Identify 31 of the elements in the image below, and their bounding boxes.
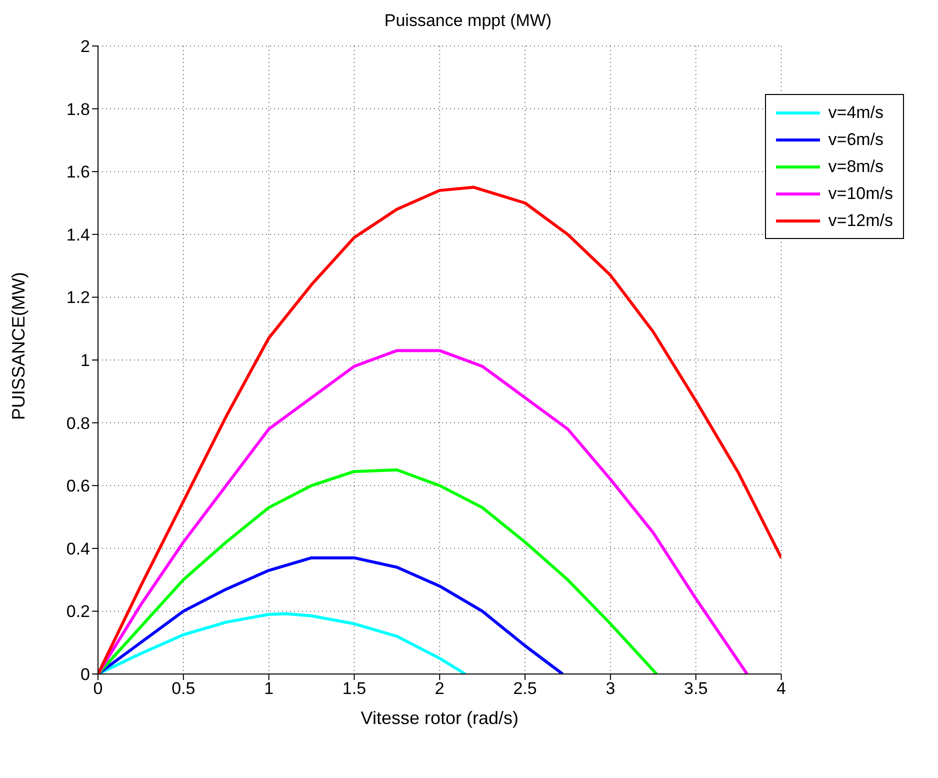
y-axis-title: PUISSANCE(MW) [8, 272, 28, 420]
chart-title: Puissance mppt (MW) [383, 10, 553, 32]
y-tick-label: 1.2 [66, 288, 90, 308]
legend-label: v=8m/s [828, 156, 884, 178]
x-tick-label: 2.5 [513, 679, 537, 698]
legend-label: v=4m/s [828, 102, 884, 124]
x-axis-title: Vitesse rotor (rad/s) [360, 708, 518, 728]
x-tick-label: 3 [606, 679, 616, 698]
y-tick-label: 1.4 [66, 225, 90, 244]
line-series [98, 556, 564, 674]
legend-label: v=12m/s [828, 210, 893, 232]
x-tick-label: 1.5 [342, 679, 366, 698]
legend-label: v=6m/s [828, 129, 884, 151]
x-tick-label: 0.5 [172, 679, 196, 698]
x-tick-label: 2 [434, 679, 444, 698]
y-tick-label: 0.4 [66, 539, 90, 558]
y-tick-label: 0.2 [66, 602, 90, 622]
x-tick-label: 3.5 [684, 679, 708, 698]
y-tick-label: 1.6 [66, 162, 90, 182]
x-tick-label: 0 [93, 679, 103, 698]
legend-label: v=10m/s [828, 183, 893, 205]
y-tick-label: 2 [80, 37, 90, 56]
line-series [98, 468, 658, 674]
line-series [98, 349, 749, 674]
x-tick-label: 4 [776, 679, 786, 698]
y-tick-label: 0.6 [66, 476, 90, 496]
y-tick-label: 1.8 [66, 100, 90, 119]
y-tick-label: 1 [80, 351, 90, 370]
y-tick-label: 0.8 [66, 414, 90, 433]
x-tick-label: 1 [264, 679, 274, 698]
y-tick-label: 0 [80, 665, 90, 684]
